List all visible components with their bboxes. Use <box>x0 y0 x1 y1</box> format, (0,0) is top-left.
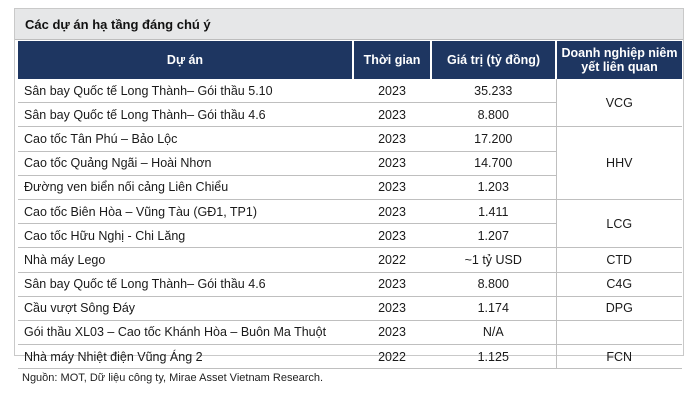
value-cell: ~1 tỷ USD <box>431 247 556 273</box>
table-row: Sân bay Quốc tế Long Thành– Gói thầu 4.6… <box>18 102 682 128</box>
time-cell: 2023 <box>353 272 431 297</box>
company-cell: LCG <box>555 199 682 249</box>
project-cell: Cao tốc Hữu Nghị - Chi Lăng <box>18 223 353 249</box>
company-cell: FCN <box>555 344 682 370</box>
company-cell: C4G <box>555 272 682 297</box>
project-cell: Đường ven biển nối cảng Liên Chiểu <box>18 175 353 200</box>
table-row: Sân bay Quốc tế Long Thành– Gói thầu 4.6… <box>18 272 682 297</box>
table-row: Nhà máy Lego 2022 ~1 tỷ USD CTD <box>18 247 682 273</box>
company-cell <box>555 320 682 346</box>
table-row: Sân bay Quốc tế Long Thành– Gói thầu 5.1… <box>18 79 682 128</box>
header-company: Doanh nghiệp niêm yết liên quan <box>556 41 682 79</box>
table-row: Gói thầu XL03 – Cao tốc Khánh Hòa – Buôn… <box>18 320 682 346</box>
company-cell: DPG <box>555 296 682 321</box>
time-cell: 2023 <box>353 320 431 346</box>
table-frame: Các dự án hạ tầng đáng chú ý Dự án Thời … <box>14 8 684 370</box>
time-cell: 2022 <box>353 344 431 370</box>
table-row: Cao tốc Tân Phú – Bảo Lộc 2023 17.200 HHV <box>18 126 682 200</box>
value-cell: 1.411 <box>431 199 556 225</box>
project-cell: Gói thầu XL03 – Cao tốc Khánh Hòa – Buôn… <box>18 320 353 346</box>
project-cell: Cao tốc Biên Hòa – Vũng Tàu (GĐ1, TP1) <box>18 199 353 225</box>
company-cell: CTD <box>555 247 682 273</box>
project-cell: Sân bay Quốc tế Long Thành– Gói thầu 4.6 <box>18 272 353 297</box>
projects-table: Dự án Thời gian Giá trị (tỷ đồng) Doanh … <box>18 41 682 370</box>
source-footnote: Nguồn: MOT, Dữ liệu công ty, Mirae Asset… <box>22 372 324 384</box>
table-row: Cao tốc Hữu Nghị - Chi Lăng 2023 1.207 <box>18 223 682 249</box>
table-title-bar: Các dự án hạ tầng đáng chú ý <box>15 9 683 40</box>
value-cell: 1.174 <box>431 296 556 321</box>
time-cell: 2023 <box>353 151 431 176</box>
header-row: Dự án Thời gian Giá trị (tỷ đồng) Doanh … <box>18 41 682 79</box>
time-cell: 2023 <box>353 223 431 249</box>
value-cell: 1.125 <box>431 344 556 370</box>
project-cell: Cao tốc Quảng Ngãi – Hoài Nhơn <box>18 151 353 176</box>
header-project: Dự án <box>18 41 354 79</box>
project-cell: Sân bay Quốc tế Long Thành– Gói thầu 4.6 <box>18 102 353 128</box>
value-cell: 35.233 <box>431 79 556 104</box>
value-cell: N/A <box>431 320 556 346</box>
time-cell: 2023 <box>353 79 431 104</box>
table-row: Cao tốc Quảng Ngãi – Hoài Nhơn 2023 14.700 <box>18 151 682 176</box>
time-cell: 2023 <box>353 296 431 321</box>
time-cell: 2023 <box>353 102 431 128</box>
value-cell: 14.700 <box>431 151 556 176</box>
project-cell: Sân bay Quốc tế Long Thành– Gói thầu 5.1… <box>18 79 353 104</box>
time-cell: 2023 <box>353 126 431 152</box>
time-cell: 2023 <box>353 175 431 200</box>
company-cell: VCG <box>555 79 682 128</box>
table-title: Các dự án hạ tầng đáng chú ý <box>25 17 211 32</box>
project-cell: Nhà máy Lego <box>18 247 353 273</box>
value-cell: 1.207 <box>431 223 556 249</box>
header-value: Giá trị (tỷ đồng) <box>431 41 557 79</box>
table-row: Cao tốc Biên Hòa – Vũng Tàu (GĐ1, TP1) 20… <box>18 199 682 249</box>
header-time: Thời gian <box>353 41 432 79</box>
value-cell: 17.200 <box>431 126 556 152</box>
project-cell: Cầu vượt Sông Đáy <box>18 296 353 321</box>
table-body: Sân bay Quốc tế Long Thành– Gói thầu 5.1… <box>18 79 682 370</box>
value-cell: 8.800 <box>431 272 556 297</box>
time-cell: 2022 <box>353 247 431 273</box>
company-cell: HHV <box>555 126 682 200</box>
project-cell: Nhà máy Nhiệt điện Vũng Áng 2 <box>18 344 353 370</box>
table-row: Đường ven biển nối cảng Liên Chiểu 2023 1.… <box>18 175 682 200</box>
time-cell: 2023 <box>353 199 431 225</box>
value-cell: 1.203 <box>431 175 556 200</box>
project-cell: Cao tốc Tân Phú – Bảo Lộc <box>18 126 353 152</box>
value-cell: 8.800 <box>431 102 556 128</box>
table-row: Cầu vượt Sông Đáy 2023 1.174 DPG <box>18 296 682 321</box>
table-row: Nhà máy Nhiệt điện Vũng Áng 2 2022 1.125 FC… <box>18 344 682 370</box>
